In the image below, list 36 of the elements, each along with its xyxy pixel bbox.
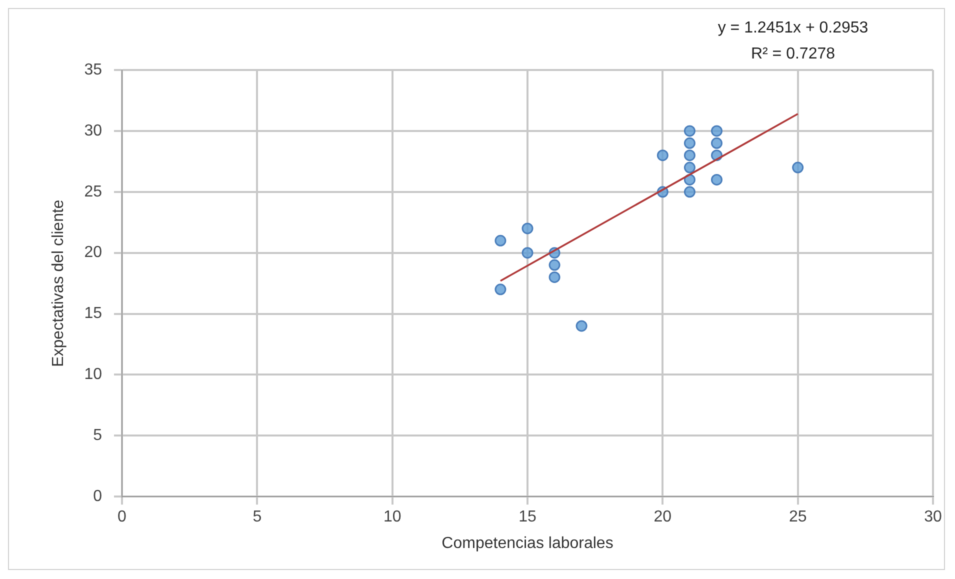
x-tick-label: 25 — [788, 508, 807, 526]
point — [792, 162, 804, 174]
text: y = 1.2451x + 0.2953 — [718, 19, 868, 36]
x-tick-label: 20 — [654, 508, 672, 526]
y-tick-label: 30 — [84, 122, 102, 140]
point — [494, 284, 506, 296]
point — [684, 150, 696, 162]
point — [684, 162, 696, 174]
y-tick-label: 0 — [93, 488, 102, 506]
point — [684, 186, 696, 198]
x-tick-label: 0 — [118, 508, 127, 526]
y-tick-label: 5 — [93, 427, 102, 444]
point — [684, 137, 696, 149]
y-tick-label: 10 — [84, 366, 102, 384]
point — [522, 247, 534, 259]
x-axis-title: Competencias laborales — [442, 534, 614, 552]
point — [576, 320, 588, 332]
y-tick-label: 25 — [84, 183, 102, 200]
y-axis-title: Expectativas del cliente — [50, 200, 68, 367]
x-tick-label: 10 — [383, 508, 402, 526]
text: R² = 0.7278 — [750, 45, 836, 62]
x-tick-label: 5 — [252, 508, 262, 526]
point — [684, 125, 696, 137]
point — [656, 150, 668, 162]
point — [522, 222, 534, 234]
point — [548, 259, 560, 271]
x-tick-label: 15 — [518, 508, 536, 526]
y-tick-label: 15 — [84, 305, 102, 322]
point — [710, 174, 722, 186]
y-tick-label: 35 — [84, 61, 102, 78]
point — [710, 137, 722, 149]
x-tick-label: 30 — [924, 508, 942, 526]
point — [548, 271, 560, 283]
y-tick-label: 20 — [84, 244, 102, 262]
point — [494, 234, 506, 246]
point — [710, 125, 722, 137]
